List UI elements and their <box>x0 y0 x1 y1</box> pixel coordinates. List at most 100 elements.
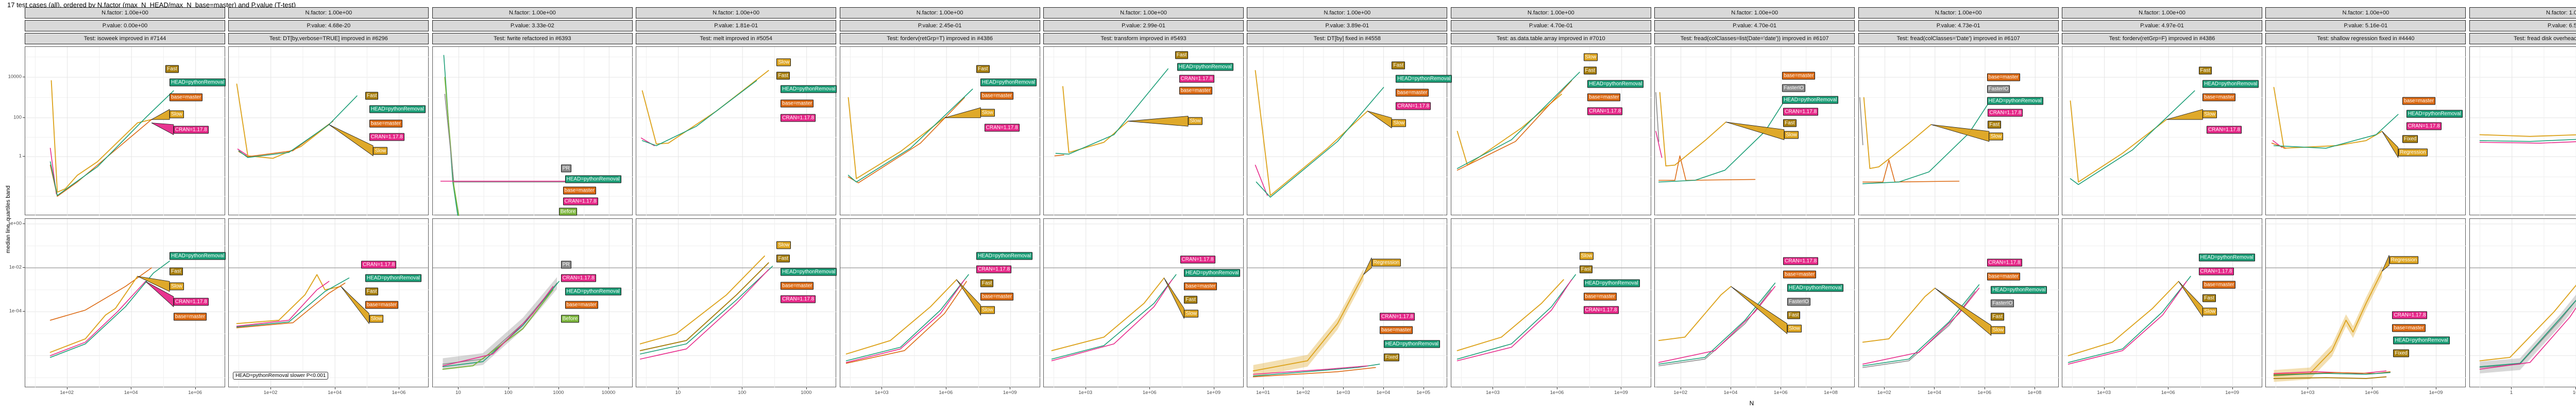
facet-strip-pvalue: P.value: 2.99e-01 <box>1043 20 1244 31</box>
panel-seconds: Regression CRAN=1.17.8 base=master HEAD=pyt… <box>2265 218 2467 388</box>
x-tick-mark <box>1343 387 1344 389</box>
x-tick-label: 1e+08 <box>1824 390 1838 396</box>
series-label: CRAN=1.17.8 <box>976 265 1012 273</box>
x-tick-label: 1e+06 <box>939 390 953 396</box>
panel-kilobytes: Fast HEAD=pythonRemoval base=master Slow CRA… <box>839 46 1041 216</box>
panel-seconds: CRAN=1.17.8 HEAD=pythonRemoval Fast base=ma… <box>228 218 430 388</box>
x-tick-label: 1e+09 <box>2225 390 2239 396</box>
x-tick-mark <box>2575 387 2576 389</box>
series-label: base=master <box>2202 93 2236 101</box>
facet-strip-pvalue: P.value: 2.45e-01 <box>839 20 1040 31</box>
y-tick-label-seconds: 1e-04 <box>9 308 22 314</box>
y-tick-label-kilobytes: 10000 <box>8 74 22 80</box>
series-label: CRAN=1.17.8 <box>561 274 596 282</box>
x-tick-label: 1e+09 <box>2429 390 2443 396</box>
facet-strip-test: Test: as.data.table.array improved in #7… <box>1450 33 1651 44</box>
series-label: HEAD=pythonRemoval <box>565 175 621 183</box>
x-tick-mark <box>1934 387 1935 389</box>
series-label: base=master <box>563 186 596 195</box>
x-tick-label: 100 <box>504 390 513 396</box>
series-label: Slow <box>1787 324 1802 333</box>
series-label: CRAN=1.17.8 <box>1988 109 2023 117</box>
facet-strip-pvalue: P.value: 3.89e-01 <box>1247 20 1448 31</box>
x-tick-label: 1e+06 <box>392 390 406 396</box>
series-label: HEAD=pythonRemoval <box>980 78 1037 87</box>
x-tick-label: 1e+04 <box>1927 390 1941 396</box>
x-tick-label: 100 <box>738 390 747 396</box>
facet-strip-pvalue: P.value: 6.55e-01 <box>2469 20 2576 31</box>
pvalue-note-box: HEAD=pythonRemoval slower P<0.001 <box>233 372 329 380</box>
panel-seconds: Slow Fast HEAD=pythonRemoval base=master CRA… <box>1450 218 1652 388</box>
series-label: HEAD=pythonRemoval <box>170 78 226 87</box>
x-tick-label: 1e+02 <box>60 390 74 396</box>
x-tick-label: 10 <box>2572 390 2576 396</box>
series-label: HEAD=pythonRemoval <box>1782 96 1839 104</box>
panel-plot <box>229 47 430 216</box>
x-tick-mark <box>2232 387 2233 389</box>
x-tick-mark <box>1149 387 1150 389</box>
series-label: Slow <box>776 241 791 249</box>
facet-strip-nfactor: N.factor: 1.00e+00 <box>432 7 633 19</box>
series-label: HEAD=pythonRemoval <box>781 268 837 276</box>
facet-strip-nfactor: N.factor: 1.00e+00 <box>636 7 837 19</box>
series-label: Slow <box>980 306 995 314</box>
x-tick-label: 10 <box>455 390 461 396</box>
panel-plot <box>2469 47 2576 216</box>
x-tick-label: 1e+03 <box>1078 390 1093 396</box>
series-label: Regression <box>2389 256 2419 264</box>
x-tick-label: 1e+03 <box>2097 390 2111 396</box>
series-label: Slow <box>1991 326 2006 334</box>
panel-kilobytes: base=master FasterIO HEAD=pythonRemoval CRA… <box>1654 46 1856 216</box>
series-label: Slow <box>1989 132 2004 141</box>
y-tick-label-seconds: 1e-02 <box>9 264 22 270</box>
series-label: Fast <box>1583 66 1597 75</box>
x-tick-mark <box>270 387 272 389</box>
panel-plot <box>1247 219 1448 388</box>
series-label: HEAD=pythonRemoval <box>1991 286 2047 294</box>
panel-plot <box>1451 47 1652 216</box>
x-tick-label: 1e+05 <box>1416 390 1431 396</box>
panel-plot <box>840 47 1041 216</box>
series-label: HEAD=pythonRemoval <box>1177 63 1233 71</box>
series-label: Fast <box>1579 265 1593 273</box>
x-tick-label: 1000 <box>801 390 812 396</box>
series-label: CRAN=1.17.8 <box>173 126 209 134</box>
panel-seconds: HEAD=pythonRemoval CRAN=1.17.8 Fast base=ma… <box>839 218 1041 388</box>
series-label: Slow <box>170 110 184 118</box>
series-label: base=master <box>1380 326 1413 334</box>
series-label: Fast <box>1175 51 1189 59</box>
series-label: Slow <box>170 282 184 290</box>
series-label: CRAN=1.17.8 <box>1380 313 1415 321</box>
x-tick-label: 1e+04 <box>124 390 138 396</box>
series-label: base=master <box>369 119 402 128</box>
x-tick-mark <box>1884 387 1885 389</box>
panel-plot <box>1044 219 1244 388</box>
facet-strip-nfactor: N.factor: 1.00e+00 <box>2265 7 2466 19</box>
facet-strip-test: Test: isoweek improved in #7144 <box>25 33 225 44</box>
y-tick-mark <box>23 117 25 118</box>
facet-strip-nfactor: N.factor: 1.00e+00 <box>1450 7 1651 19</box>
series-label: Slow <box>1188 117 1202 125</box>
x-tick-label: 1e+09 <box>1614 390 1628 396</box>
panel-plot <box>432 47 633 216</box>
facet-strip-test: Test: transform improved in #5493 <box>1043 33 1244 44</box>
series-label: CRAN=1.17.8 <box>173 298 209 306</box>
series-label: CRAN=1.17.8 <box>1783 108 1819 116</box>
panel-plot <box>2062 219 2263 388</box>
panel-seconds: CRAN=1.17.8HEAD=pythonRemovalbase=master… <box>2469 218 2576 388</box>
series-label: Before <box>561 315 580 323</box>
facet-strip-test: Test: fwrite refactored in #6393 <box>432 33 633 44</box>
x-tick-mark <box>608 387 609 389</box>
x-tick-label: 1e+06 <box>1773 390 1788 396</box>
facet-strip-pvalue: P.value: 1.81e-01 <box>636 20 837 31</box>
series-label: Fast <box>2202 294 2216 302</box>
series-label: Fast <box>365 287 379 296</box>
facet-strip-test: Test: forderv(retGrp=F) improved in #438… <box>2062 33 2262 44</box>
x-tick-mark <box>2511 387 2512 389</box>
series-label: HEAD=pythonRemoval <box>781 85 837 93</box>
series-label: base=master <box>1396 89 1429 97</box>
facet-strip-nfactor: N.factor: 1.00e+00 <box>1858 7 2059 19</box>
panel-seconds: PR CRAN=1.17.8 HEAD=pythonRemoval base=mast… <box>432 218 633 388</box>
